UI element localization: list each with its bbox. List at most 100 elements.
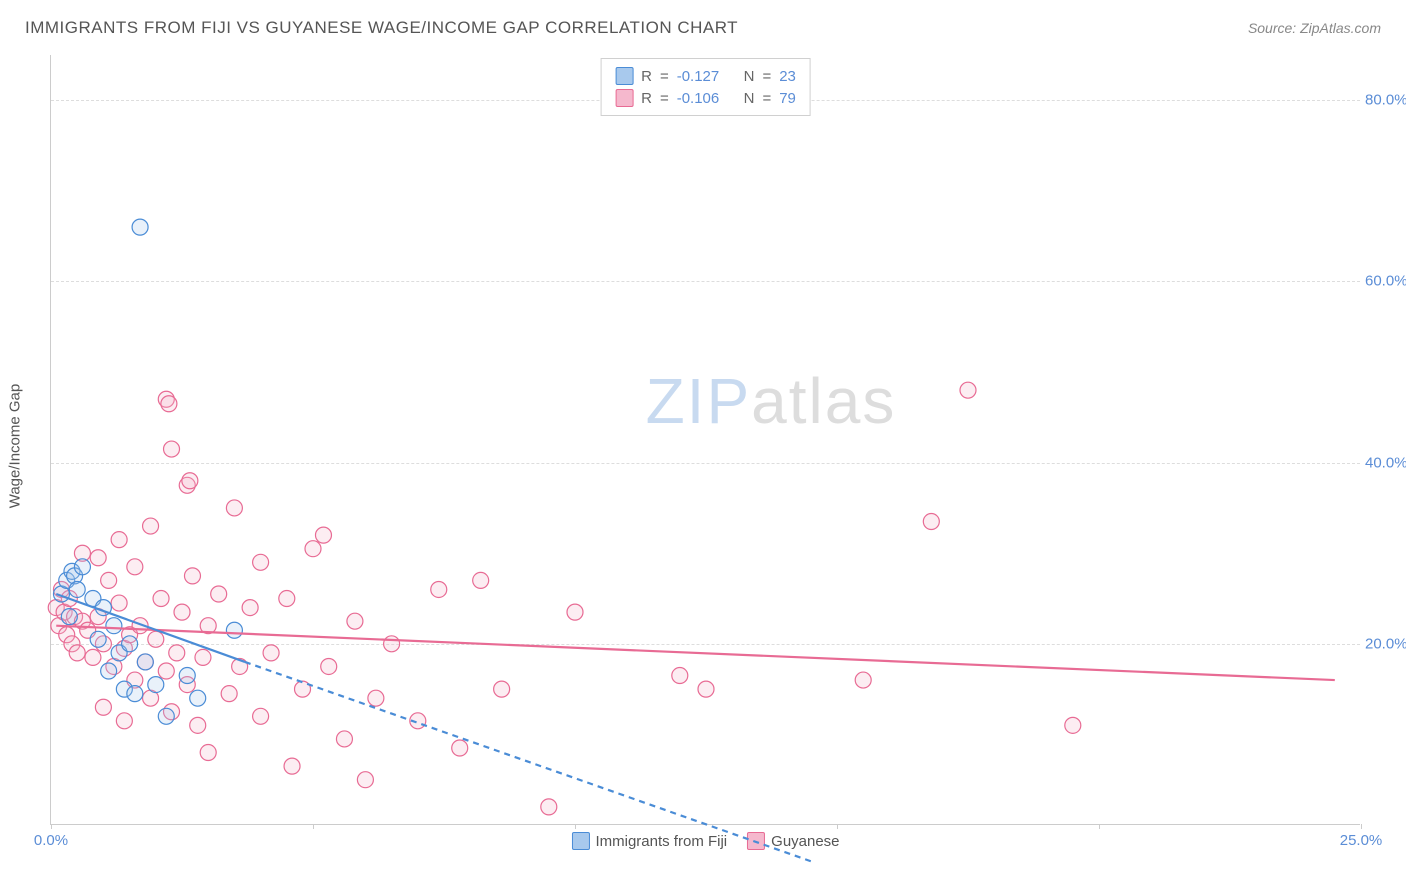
marker-fiji	[90, 631, 106, 647]
marker-guyanese	[195, 649, 211, 665]
marker-fiji	[101, 663, 117, 679]
marker-guyanese	[153, 591, 169, 607]
marker-fiji	[132, 219, 148, 235]
marker-guyanese	[357, 772, 373, 788]
marker-guyanese	[253, 708, 269, 724]
trend-line	[245, 662, 811, 861]
marker-guyanese	[1065, 717, 1081, 733]
legend-row-fiji: R = -0.127 N = 23	[615, 65, 796, 87]
marker-guyanese	[111, 595, 127, 611]
legend-n-guyanese: 79	[779, 90, 796, 107]
legend-item-fiji: Immigrants from Fiji	[571, 832, 727, 850]
xtick-label: 25.0%	[1340, 832, 1383, 849]
legend-top: R = -0.127 N = 23 R = -0.106 N = 79	[600, 58, 811, 116]
marker-fiji	[122, 636, 138, 652]
legend-swatch-fiji	[615, 67, 633, 85]
legend-n-fiji: 23	[779, 68, 796, 85]
legend-label-guyanese: Guyanese	[771, 833, 839, 850]
legend-swatch-guyanese	[615, 89, 633, 107]
ytick-label: 80.0%	[1365, 92, 1406, 109]
marker-guyanese	[284, 758, 300, 774]
marker-guyanese	[336, 731, 352, 747]
legend-eq: =	[660, 90, 669, 107]
marker-guyanese	[452, 740, 468, 756]
chart-title: IMMIGRANTS FROM FIJI VS GUYANESE WAGE/IN…	[25, 18, 738, 38]
legend-eq: =	[762, 90, 771, 107]
marker-guyanese	[69, 645, 85, 661]
marker-guyanese	[253, 554, 269, 570]
header: IMMIGRANTS FROM FIJI VS GUYANESE WAGE/IN…	[25, 18, 1381, 38]
marker-fiji	[158, 708, 174, 724]
legend-item-guyanese: Guyanese	[747, 832, 839, 850]
marker-guyanese	[242, 600, 258, 616]
y-axis-label: Wage/Income Gap	[7, 384, 24, 509]
marker-guyanese	[111, 532, 127, 548]
marker-guyanese	[211, 586, 227, 602]
legend-eq: =	[762, 68, 771, 85]
marker-guyanese	[279, 591, 295, 607]
marker-guyanese	[960, 382, 976, 398]
legend-swatch-fiji-icon	[571, 832, 589, 850]
marker-guyanese	[174, 604, 190, 620]
xtick-label: 0.0%	[34, 832, 68, 849]
legend-n-label: N	[744, 68, 755, 85]
marker-guyanese	[116, 713, 132, 729]
xtick-mark	[575, 824, 576, 829]
marker-guyanese	[190, 717, 206, 733]
marker-fiji	[69, 581, 85, 597]
marker-fiji	[148, 677, 164, 693]
marker-guyanese	[158, 663, 174, 679]
marker-fiji	[106, 618, 122, 634]
legend-r-fiji: -0.127	[677, 68, 720, 85]
legend-row-guyanese: R = -0.106 N = 79	[615, 87, 796, 109]
marker-guyanese	[263, 645, 279, 661]
marker-guyanese	[384, 636, 400, 652]
source-label: Source: ZipAtlas.com	[1248, 20, 1381, 36]
marker-fiji	[74, 559, 90, 575]
legend-r-label: R	[641, 90, 652, 107]
marker-guyanese	[315, 527, 331, 543]
ytick-label: 60.0%	[1365, 273, 1406, 290]
xtick-mark	[1099, 824, 1100, 829]
marker-guyanese	[347, 613, 363, 629]
marker-guyanese	[494, 681, 510, 697]
marker-guyanese	[672, 668, 688, 684]
legend-bottom: Immigrants from Fiji Guyanese	[571, 832, 839, 850]
marker-fiji	[127, 686, 143, 702]
marker-guyanese	[184, 568, 200, 584]
legend-n-label: N	[744, 90, 755, 107]
marker-guyanese	[90, 550, 106, 566]
marker-guyanese	[127, 559, 143, 575]
marker-guyanese	[85, 649, 101, 665]
marker-fiji	[190, 690, 206, 706]
marker-guyanese	[101, 572, 117, 588]
marker-guyanese	[567, 604, 583, 620]
marker-guyanese	[182, 473, 198, 489]
marker-guyanese	[200, 745, 216, 761]
marker-guyanese	[161, 396, 177, 412]
marker-guyanese	[368, 690, 384, 706]
chart-area: ZIPatlas R = -0.127 N = 23 R = -0.106 N …	[50, 55, 1360, 825]
marker-guyanese	[148, 631, 164, 647]
marker-fiji	[179, 668, 195, 684]
marker-guyanese	[855, 672, 871, 688]
marker-fiji	[61, 609, 77, 625]
marker-guyanese	[169, 645, 185, 661]
marker-guyanese	[221, 686, 237, 702]
marker-guyanese	[143, 518, 159, 534]
ytick-label: 40.0%	[1365, 454, 1406, 471]
marker-guyanese	[698, 681, 714, 697]
marker-guyanese	[164, 441, 180, 457]
xtick-mark	[51, 824, 52, 829]
trend-line	[56, 626, 1335, 680]
scatter-plot	[51, 55, 1360, 824]
marker-guyanese	[321, 658, 337, 674]
legend-r-guyanese: -0.106	[677, 90, 720, 107]
marker-fiji	[137, 654, 153, 670]
marker-guyanese	[923, 514, 939, 530]
marker-guyanese	[541, 799, 557, 815]
marker-guyanese	[305, 541, 321, 557]
xtick-mark	[837, 824, 838, 829]
legend-label-fiji: Immigrants from Fiji	[595, 833, 727, 850]
xtick-mark	[313, 824, 314, 829]
